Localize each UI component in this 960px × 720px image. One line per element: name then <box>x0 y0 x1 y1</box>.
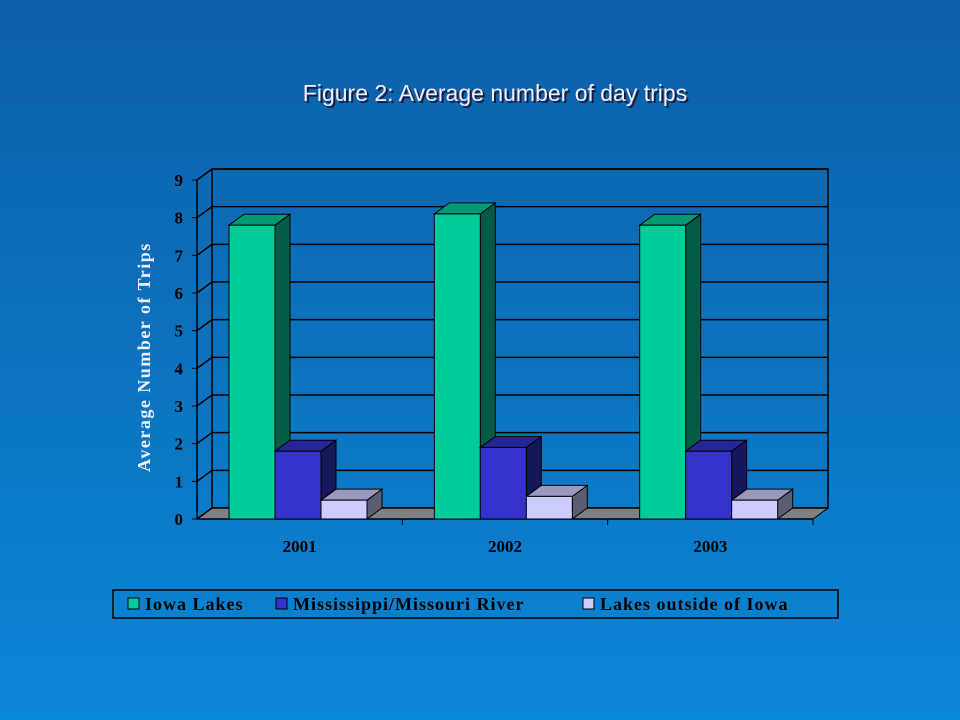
x-tick-label: 2002 <box>488 537 522 556</box>
bar <box>639 224 687 520</box>
grid-line <box>196 168 828 181</box>
x-tick-label: 2003 <box>693 537 727 556</box>
bar <box>228 224 276 520</box>
bar <box>731 499 779 520</box>
y-tick-label: 1 <box>175 472 184 491</box>
legend-box <box>112 589 839 619</box>
y-tick-label: 6 <box>175 284 184 303</box>
bar <box>433 213 481 520</box>
grid-line <box>196 318 828 332</box>
y-tick-label: 8 <box>175 209 184 228</box>
grid-line <box>196 507 828 520</box>
grid-line <box>196 281 828 294</box>
title-shadow: Figure 2: Average number of day trips <box>305 82 689 108</box>
legend-swatch <box>127 597 140 610</box>
grid-line <box>196 243 828 256</box>
bar <box>525 495 573 520</box>
y-tick-label: 5 <box>175 322 184 341</box>
y-tick-label: 7 <box>175 246 184 265</box>
bar <box>320 499 368 520</box>
y-tick-label: 0 <box>175 510 184 529</box>
legend-label: Mississippi/Missouri River <box>293 594 525 614</box>
y-tick-label: 3 <box>175 397 184 416</box>
grid-line <box>196 394 828 407</box>
legend-label: Lakes outside of Iowa <box>600 594 789 614</box>
bar <box>274 450 322 520</box>
legend-swatch <box>582 597 595 610</box>
x-tick-label: 2001 <box>283 537 317 556</box>
legend-swatch <box>275 597 288 610</box>
grid-line <box>196 469 828 482</box>
y-tick-label: 4 <box>175 359 184 378</box>
grid-line <box>196 356 828 369</box>
y-tick-label: 9 <box>175 171 184 190</box>
bar <box>685 450 733 520</box>
y-tick-label: 2 <box>175 435 184 454</box>
grid-line <box>196 205 828 219</box>
bar <box>479 446 527 520</box>
chart-title: Figure 2: Average number of day trips <box>303 80 687 106</box>
grid-line <box>196 431 828 445</box>
y-axis-label: Average Number of Trips <box>134 242 154 472</box>
legend-label: Iowa Lakes <box>145 594 244 614</box>
